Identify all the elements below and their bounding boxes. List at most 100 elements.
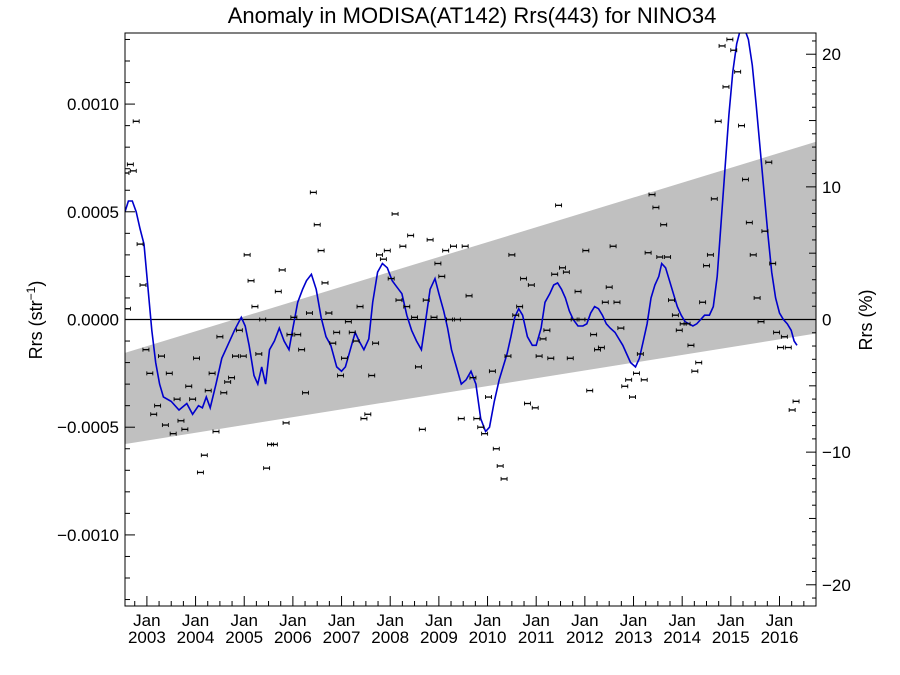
x-tick-month-label: Jan — [522, 611, 549, 630]
x-tick-month-label: Jan — [571, 611, 598, 630]
x-tick-year-label: 2013 — [615, 628, 653, 647]
data-point — [788, 407, 796, 412]
x-tick-month-label: Jan — [279, 611, 306, 630]
data-point — [691, 369, 699, 374]
data-point — [644, 250, 652, 255]
data-point — [656, 255, 664, 260]
data-point — [757, 319, 765, 324]
data-point — [547, 356, 555, 361]
data-point — [403, 304, 411, 309]
data-point — [372, 341, 380, 346]
data-point — [773, 330, 781, 335]
axes: 0.00100.00050.0000−0.0005−0.001020100−10… — [57, 32, 851, 647]
data-point — [597, 345, 605, 350]
data-point — [512, 313, 520, 318]
data-point — [247, 278, 255, 283]
data-point — [749, 252, 757, 257]
data-point — [255, 351, 263, 356]
x-tick-month-label: Jan — [231, 611, 258, 630]
data-point — [274, 289, 282, 294]
data-point — [224, 379, 232, 384]
series-line — [125, 33, 798, 434]
data-point — [683, 321, 691, 326]
data-point — [730, 48, 738, 53]
data-point — [652, 205, 660, 210]
data-point — [675, 328, 683, 333]
y-axis-right-label: Rrs (%) — [856, 290, 876, 351]
data-point — [450, 244, 457, 249]
data-point — [204, 388, 212, 393]
x-tick-month-label: Jan — [474, 611, 501, 630]
data-point — [125, 171, 130, 176]
data-point — [239, 354, 247, 359]
data-point — [344, 319, 352, 324]
data-point — [383, 248, 391, 253]
x-tick-year-label: 2006 — [274, 628, 312, 647]
data-point — [364, 412, 372, 417]
data-point — [792, 399, 800, 404]
y-left-tick-label: 0.0000 — [67, 311, 119, 330]
data-point — [294, 332, 302, 337]
data-point — [660, 222, 668, 227]
x-tick-month-label: Jan — [668, 611, 695, 630]
data-point — [574, 289, 582, 294]
data-point — [313, 222, 321, 227]
data-point — [562, 270, 570, 275]
data-point — [189, 397, 197, 402]
data-point — [177, 418, 185, 423]
data-point — [379, 257, 387, 262]
data-point — [609, 244, 617, 249]
plot-area — [125, 33, 816, 481]
data-point — [150, 412, 158, 417]
data-point — [200, 453, 208, 458]
data-point — [158, 354, 165, 359]
data-point — [741, 177, 749, 182]
data-point — [132, 119, 140, 124]
data-point — [703, 263, 710, 268]
data-point — [446, 317, 454, 322]
data-point — [668, 298, 675, 303]
data-point — [500, 476, 508, 481]
data-point — [442, 248, 450, 253]
data-point — [706, 252, 714, 257]
data-point — [496, 463, 504, 468]
data-point — [325, 311, 333, 316]
data-point — [582, 248, 590, 253]
data-point — [282, 420, 290, 425]
data-point — [395, 298, 403, 303]
data-point — [780, 334, 788, 339]
data-point — [629, 395, 636, 400]
data-point — [640, 377, 648, 382]
data-point — [632, 371, 640, 376]
data-point — [126, 162, 134, 167]
data-point — [434, 261, 442, 266]
data-point — [302, 390, 309, 395]
data-point — [196, 470, 204, 475]
data-point — [360, 416, 368, 421]
data-point — [566, 356, 574, 361]
data-point — [348, 330, 356, 335]
data-point — [559, 265, 566, 270]
x-tick-year-label: 2007 — [323, 628, 361, 647]
data-point — [341, 356, 348, 361]
data-point — [473, 416, 481, 421]
data-point — [714, 119, 722, 124]
x-tick-month-label: Jan — [425, 611, 452, 630]
data-point — [695, 360, 703, 365]
data-point — [531, 405, 539, 410]
y-left-tick-label: 0.0010 — [67, 95, 119, 114]
data-point — [453, 317, 461, 322]
data-point — [543, 328, 551, 333]
x-tick-year-label: 2009 — [420, 628, 458, 647]
data-point — [777, 345, 784, 350]
data-point — [290, 315, 298, 320]
y-left-tick-label: −0.0005 — [57, 418, 119, 437]
data-point — [648, 192, 656, 197]
data-point — [769, 261, 777, 266]
data-point — [469, 375, 477, 380]
data-point — [535, 354, 543, 359]
data-point — [173, 397, 181, 402]
data-point — [154, 403, 162, 408]
x-tick-year-label: 2016 — [761, 628, 799, 647]
